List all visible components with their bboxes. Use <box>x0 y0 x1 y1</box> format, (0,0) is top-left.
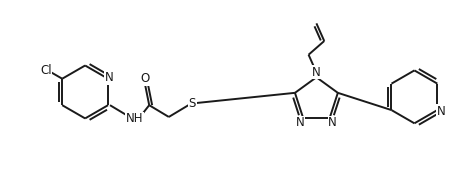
Text: O: O <box>140 72 149 85</box>
Text: N: N <box>327 116 336 129</box>
Text: NH: NH <box>126 112 143 125</box>
Text: N: N <box>295 116 304 129</box>
Text: N: N <box>104 71 113 84</box>
Text: Cl: Cl <box>40 64 51 77</box>
Text: N: N <box>436 105 445 118</box>
Text: S: S <box>188 97 196 110</box>
Text: N: N <box>311 66 320 79</box>
